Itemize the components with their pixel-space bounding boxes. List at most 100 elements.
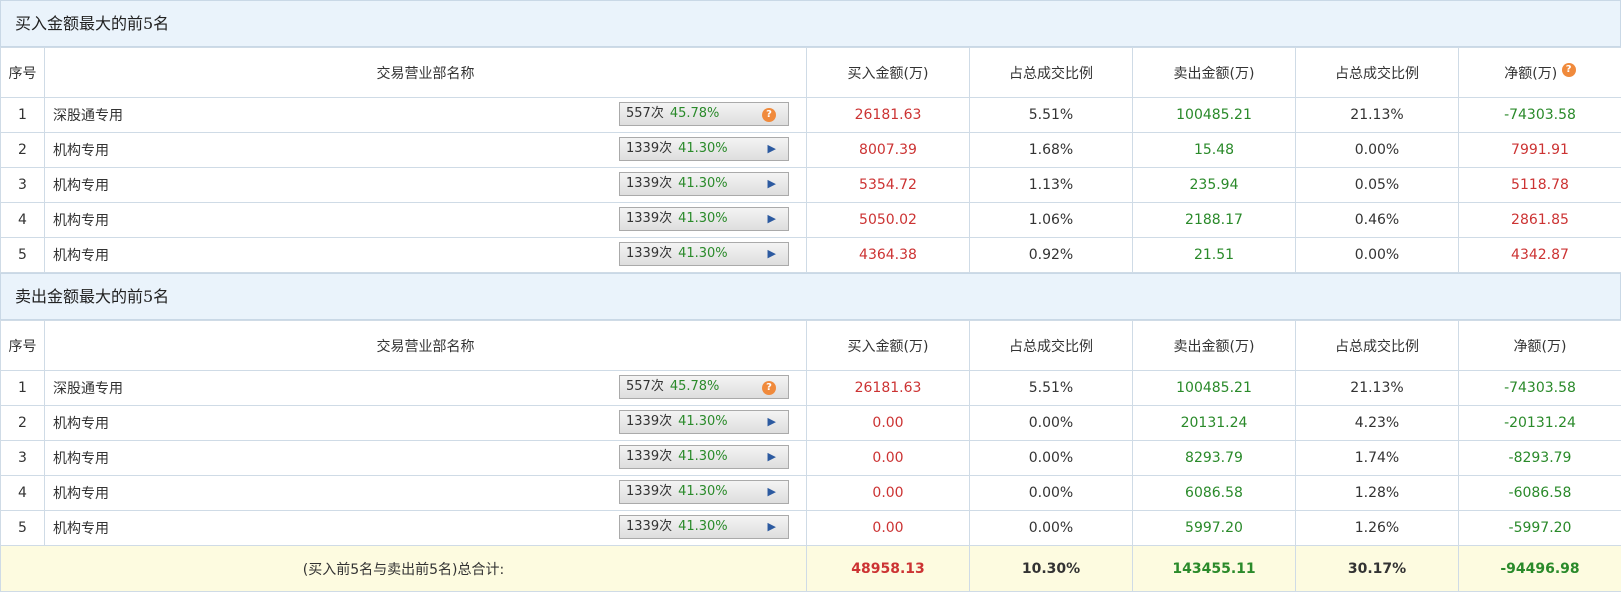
row-number: 2 (0, 405, 45, 441)
sell-amount: 5997.20 (1132, 510, 1296, 546)
column-header: 交易营业部名称 (44, 47, 807, 98)
header-row: 序号 交易营业部名称 买入金额(万) 占总成交比例 卖出金额(万) 占总成交比例 净额(万) (0, 320, 1621, 371)
broker-name-cell: 机构专用 1339次 41.30% ▶ (44, 202, 807, 238)
broker-name-cell: 机构专用 1339次 41.30% ▶ (44, 440, 807, 476)
sell-amount: 6086.58 (1132, 475, 1296, 511)
sell-ratio: 1.74% (1295, 440, 1459, 476)
broker-stats-button[interactable]: 1339次 41.30% ▶ (619, 207, 789, 231)
broker-name[interactable]: 深股通专用 (53, 381, 123, 397)
row-number: 1 (0, 370, 45, 406)
net-amount: 2861.85 (1458, 202, 1621, 238)
broker-name[interactable]: 深股通专用 (53, 108, 123, 124)
column-header: 序号 (0, 47, 45, 98)
net-amount: 4342.87 (1458, 237, 1621, 273)
column-header: 序号 (0, 320, 45, 371)
broker-name[interactable]: 机构专用 (53, 248, 109, 264)
broker-name[interactable]: 机构专用 (53, 416, 109, 432)
sell-amount: 21.51 (1132, 237, 1296, 273)
question-icon[interactable]: ? (762, 108, 776, 122)
sell-ratio: 0.00% (1295, 132, 1459, 168)
broker-stats-button[interactable]: 1339次 41.30% ▶ (619, 137, 789, 161)
question-icon[interactable]: ? (762, 381, 776, 395)
broker-name-cell: 机构专用 1339次 41.30% ▶ (44, 405, 807, 441)
column-header: 卖出金额(万) (1132, 320, 1296, 371)
buy-amount: 5050.02 (806, 202, 970, 238)
buy-amount: 0.00 (806, 440, 970, 476)
win-rate: 41.30% (678, 246, 728, 261)
sell-ratio: 0.00% (1295, 237, 1459, 273)
broker-name-cell: 深股通专用 557次 45.78%? (44, 97, 807, 133)
arrow-right-icon[interactable]: ▶ (767, 450, 776, 463)
broker-name[interactable]: 机构专用 (53, 143, 109, 159)
arrow-right-icon[interactable]: ▶ (767, 212, 776, 225)
sell-ratio: 21.13% (1295, 97, 1459, 133)
row-number: 4 (0, 475, 45, 511)
table-row: 3 机构专用 1339次 41.30% ▶ 5354.72 1.13% 235.94… (0, 167, 1621, 203)
broker-stats-button[interactable]: 1339次 41.30% ▶ (619, 480, 789, 504)
row-number: 5 (0, 510, 45, 546)
row-number: 4 (0, 202, 45, 238)
net-amount: -74303.58 (1458, 97, 1621, 133)
total-net: -94496.98 (1458, 545, 1621, 592)
sell-amount: 100485.21 (1132, 97, 1296, 133)
broker-name[interactable]: 机构专用 (53, 178, 109, 194)
win-rate: 41.30% (678, 484, 728, 499)
broker-stats-button[interactable]: 1339次 41.30% ▶ (619, 515, 789, 539)
broker-name[interactable]: 机构专用 (53, 486, 109, 502)
broker-name[interactable]: 机构专用 (53, 521, 109, 537)
broker-name-cell: 机构专用 1339次 41.30% ▶ (44, 132, 807, 168)
broker-stats-button[interactable]: 557次 45.78%? (619, 375, 789, 399)
buy-ratio: 0.00% (969, 405, 1133, 441)
column-header: 占总成交比例 (1295, 320, 1459, 371)
sell-ratio: 4.23% (1295, 405, 1459, 441)
times: 1339次 (626, 246, 673, 261)
arrow-right-icon[interactable]: ▶ (767, 142, 776, 155)
broker-name[interactable]: 机构专用 (53, 213, 109, 229)
win-rate: 41.30% (678, 414, 728, 429)
sell-ratio: 21.13% (1295, 370, 1459, 406)
broker-stats-button[interactable]: 1339次 41.30% ▶ (619, 445, 789, 469)
question-icon[interactable]: ? (1561, 62, 1576, 77)
sell-amount: 100485.21 (1132, 370, 1296, 406)
sell-amount: 8293.79 (1132, 440, 1296, 476)
arrow-right-icon[interactable]: ▶ (767, 177, 776, 190)
buy-amount: 26181.63 (806, 370, 970, 406)
column-header: 占总成交比例 (969, 320, 1133, 371)
broker-stats-button[interactable]: 557次 45.78%? (619, 102, 789, 126)
buy-ratio: 0.00% (969, 475, 1133, 511)
win-rate: 45.78% (669, 379, 720, 394)
table-row: 4 机构专用 1339次 41.30% ▶ 0.00 0.00% 6086.58 1… (0, 475, 1621, 511)
buy-amount: 0.00 (806, 405, 970, 441)
column-header: 占总成交比例 (1295, 47, 1459, 98)
broker-stats-button[interactable]: 1339次 41.30% ▶ (619, 172, 789, 196)
net-amount: -5997.20 (1458, 510, 1621, 546)
win-rate: 41.30% (678, 176, 728, 191)
broker-name[interactable]: 机构专用 (53, 451, 109, 467)
buy-ratio: 1.06% (969, 202, 1133, 238)
win-rate: 41.30% (678, 211, 728, 226)
table-row: 1 深股通专用 557次 45.78%? 26181.63 5.51% 10048… (0, 370, 1621, 406)
arrow-right-icon[interactable]: ▶ (767, 485, 776, 498)
total-row: (买入前5名与卖出前5名)总合计: 48958.13 10.30% 143455… (0, 545, 1621, 592)
broker-name-cell: 机构专用 1339次 41.30% ▶ (44, 237, 807, 273)
times: 557次 (626, 106, 664, 121)
sell-ratio: 0.46% (1295, 202, 1459, 238)
arrow-right-icon[interactable]: ▶ (767, 247, 776, 260)
broker-table: 序号 交易营业部名称 买入金额(万) 占总成交比例 卖出金额(万) 占总成交比例 净额(万)… (0, 320, 1621, 592)
row-number: 1 (0, 97, 45, 133)
column-header: 占总成交比例 (969, 47, 1133, 98)
sell-ratio: 1.28% (1295, 475, 1459, 511)
broker-stats-button[interactable]: 1339次 41.30% ▶ (619, 410, 789, 434)
total-buy-ratio: 10.30% (969, 545, 1133, 592)
buy-ratio: 1.13% (969, 167, 1133, 203)
buy-amount: 0.00 (806, 510, 970, 546)
buy-ratio: 5.51% (969, 370, 1133, 406)
times: 1339次 (626, 484, 673, 499)
row-number: 2 (0, 132, 45, 168)
arrow-right-icon[interactable]: ▶ (767, 415, 776, 428)
arrow-right-icon[interactable]: ▶ (767, 520, 776, 533)
column-header: 卖出金额(万) (1132, 47, 1296, 98)
win-rate: 41.30% (678, 141, 728, 156)
broker-stats-button[interactable]: 1339次 41.30% ▶ (619, 242, 789, 266)
